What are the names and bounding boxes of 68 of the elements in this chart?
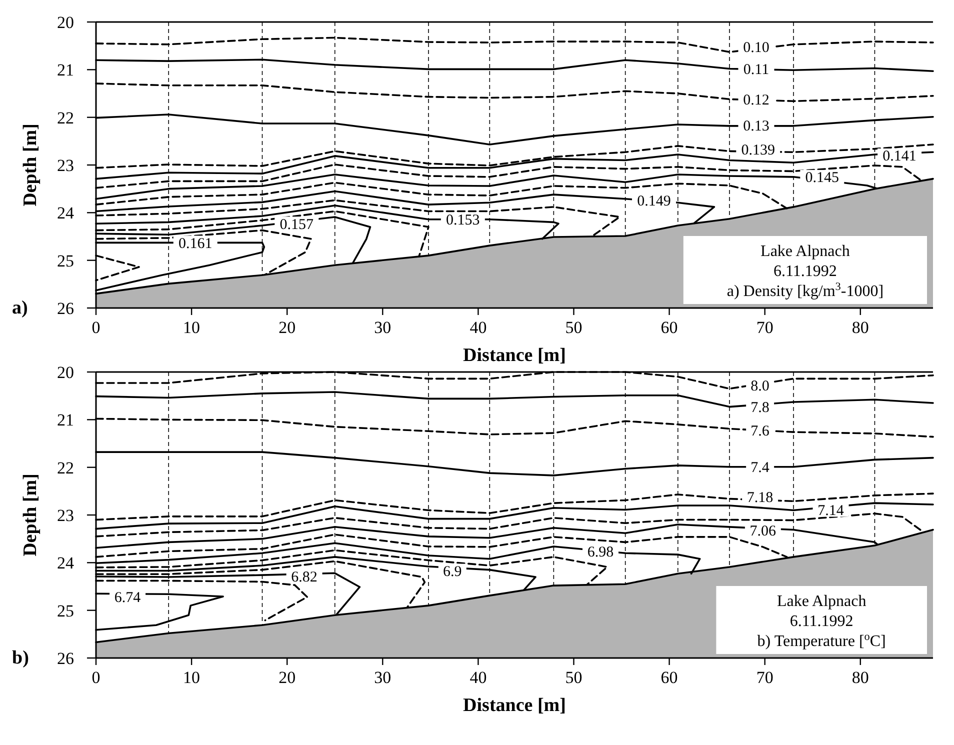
annotation: 7.14: [818, 503, 844, 520]
y-tick-label: 20: [57, 362, 74, 382]
annotation: 0.12: [743, 92, 770, 108]
annotation: 6.11.1992: [773, 263, 837, 280]
y-tick-label: 21: [57, 60, 74, 80]
annotation: 7.8: [750, 400, 770, 416]
x-tick-label: 0: [92, 318, 100, 337]
annotation: 7.06: [750, 524, 777, 540]
annotation: b) Temperature [$^{o}$C]: [757, 631, 886, 650]
x-tick-label: 20: [278, 318, 296, 337]
annotation: 6.11.1992: [790, 613, 854, 630]
x-axis-title: Distance [m]: [463, 345, 566, 366]
annotation: 6.98: [587, 544, 614, 560]
annotation: 8.0: [750, 378, 770, 395]
x-tick-label: 40: [470, 668, 487, 687]
x-tick-label: 0: [92, 668, 100, 687]
y-tick-label: 24: [57, 554, 74, 573]
y-tick-label: 22: [57, 108, 74, 128]
x-tick-label: 80: [852, 668, 869, 687]
y-axis-title: Depth [m]: [20, 474, 41, 556]
x-tick-label: 70: [756, 318, 774, 337]
x-tick-label: 80: [852, 318, 869, 337]
y-tick-label: 22: [57, 458, 74, 478]
x-tick-label: 10: [183, 318, 200, 337]
y-tick-label: 20: [57, 12, 74, 32]
text-box: Lake Alpnach 6.11.1992 b) Temperature [$^{o}$C]: [716, 586, 927, 654]
annotation: a) Density [kg/m$^{3}$-1000]: [726, 281, 884, 300]
annotation: 0.11: [743, 62, 770, 78]
x-tick-label: 40: [470, 318, 487, 337]
annotation: 0.149: [637, 194, 671, 210]
annotation: 0.13: [743, 118, 770, 135]
y-tick-label: 24: [57, 204, 74, 223]
x-tick-label: 60: [660, 318, 678, 337]
x-tick-label: 60: [660, 668, 678, 687]
x-tick-label: 20: [278, 668, 296, 687]
annotation: 0.161: [178, 236, 212, 252]
y-tick-label: 25: [57, 601, 74, 620]
x-tick-label: 30: [374, 318, 392, 337]
text: a): [12, 298, 28, 319]
annotation: 6.9: [443, 564, 462, 580]
annotation: 7.4: [750, 460, 770, 476]
annotation: 0.141: [882, 148, 916, 165]
y-axis-title: Depth [m]: [20, 124, 41, 206]
annotation: 6.74: [114, 590, 142, 606]
annotation: 0.10: [743, 40, 770, 56]
annotation: 0.153: [446, 212, 480, 229]
x-tick-label: 70: [756, 668, 774, 687]
x-axis-title: Distance [m]: [463, 695, 566, 716]
text-box: Lake Alpnach 6.11.1992 a) Density [kg/m$^{3}$-1000]: [683, 236, 927, 304]
y-tick-label: 23: [57, 156, 74, 175]
annotation: 0.157: [280, 216, 314, 233]
y-tick-label: 25: [57, 251, 74, 270]
y-tick-label: 26: [57, 648, 74, 668]
annotation: 7.18: [746, 490, 774, 506]
annotation: Lake Alpnach: [776, 593, 866, 610]
annotation: 7.6: [750, 423, 770, 440]
x-tick-label: 30: [374, 668, 392, 687]
text: b): [12, 648, 29, 669]
x-tick-label: 10: [183, 668, 200, 687]
y-tick-label: 21: [57, 410, 74, 430]
annotation: 0.145: [805, 170, 840, 186]
y-tick-label: 26: [57, 298, 74, 318]
annotation: Lake Alpnach: [760, 243, 850, 260]
y-tick-label: 23: [57, 506, 74, 525]
annotation: 0.139: [741, 142, 776, 159]
x-tick-label: 50: [565, 318, 582, 337]
x-tick-label: 50: [565, 668, 582, 687]
annotation: 6.82: [291, 569, 318, 586]
